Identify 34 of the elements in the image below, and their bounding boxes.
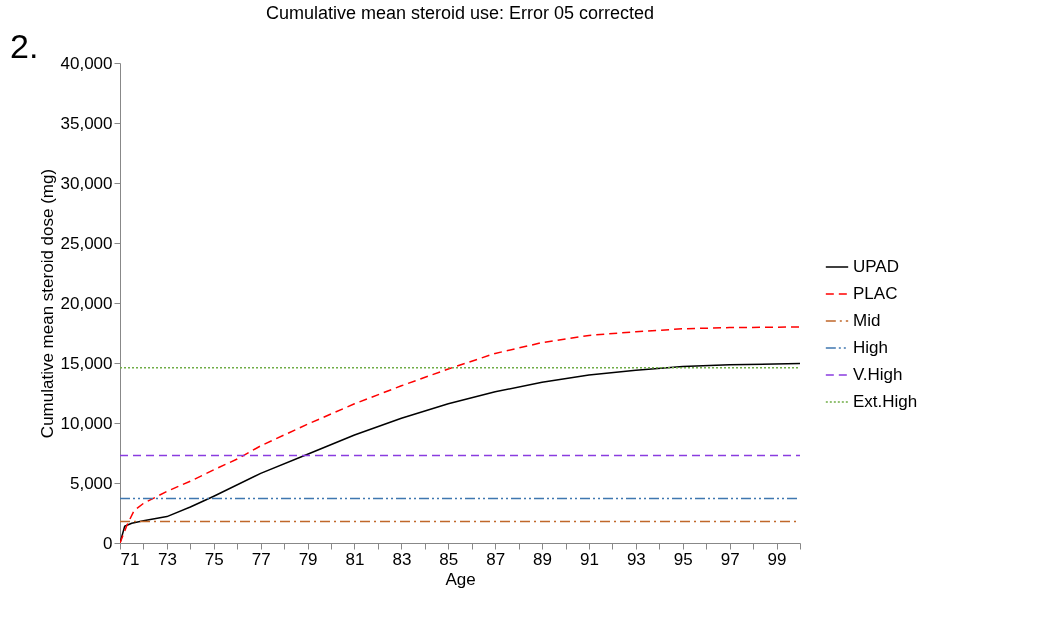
y-tick-label: 5,000 [69, 473, 113, 493]
legend-label: High [853, 338, 888, 357]
x-tick-label: 83 [392, 549, 412, 569]
x-tick-label: 73 [157, 549, 177, 569]
y-tick-label: 15,000 [60, 353, 113, 373]
legend-label: PLAC [853, 284, 898, 303]
legend-label: UPAD [853, 257, 899, 276]
legend-label: Ext.High [853, 392, 918, 411]
x-tick-label: 89 [533, 549, 553, 569]
x-axis-title: Age [445, 569, 476, 589]
x-tick-label: 71 [120, 549, 140, 569]
y-tick-label: 40,000 [60, 53, 113, 73]
x-tick-label: 95 [673, 549, 693, 569]
x-tick-label: 81 [345, 549, 365, 569]
text: 2. [10, 27, 39, 65]
y-tick-label: 20,000 [60, 293, 113, 313]
x-tick-label: 99 [767, 549, 787, 569]
y-tick-label: 10,000 [60, 413, 113, 433]
x-tick-label: 93 [626, 549, 646, 569]
x-tick-label: 97 [720, 549, 740, 569]
chart-title: Cumulative mean steroid use: Error 05 corrected [265, 3, 655, 23]
legend-label: V.High [853, 365, 903, 384]
y-tick-label: 30,000 [60, 173, 113, 193]
x-tick-label: 87 [486, 549, 506, 569]
legend-label: Mid [853, 311, 881, 330]
y-tick-label: 0 [103, 533, 113, 553]
x-tick-label: 79 [298, 549, 318, 569]
x-tick-label: 77 [251, 549, 271, 569]
y-tick-label: 25,000 [60, 233, 113, 253]
y-axis-title: Cumulative mean steroid dose (mg) [37, 168, 57, 439]
x-tick-label: 85 [439, 549, 459, 569]
x-tick-label: 75 [204, 549, 224, 569]
y-tick-label: 35,000 [60, 113, 113, 133]
x-tick-label: 91 [580, 549, 599, 569]
